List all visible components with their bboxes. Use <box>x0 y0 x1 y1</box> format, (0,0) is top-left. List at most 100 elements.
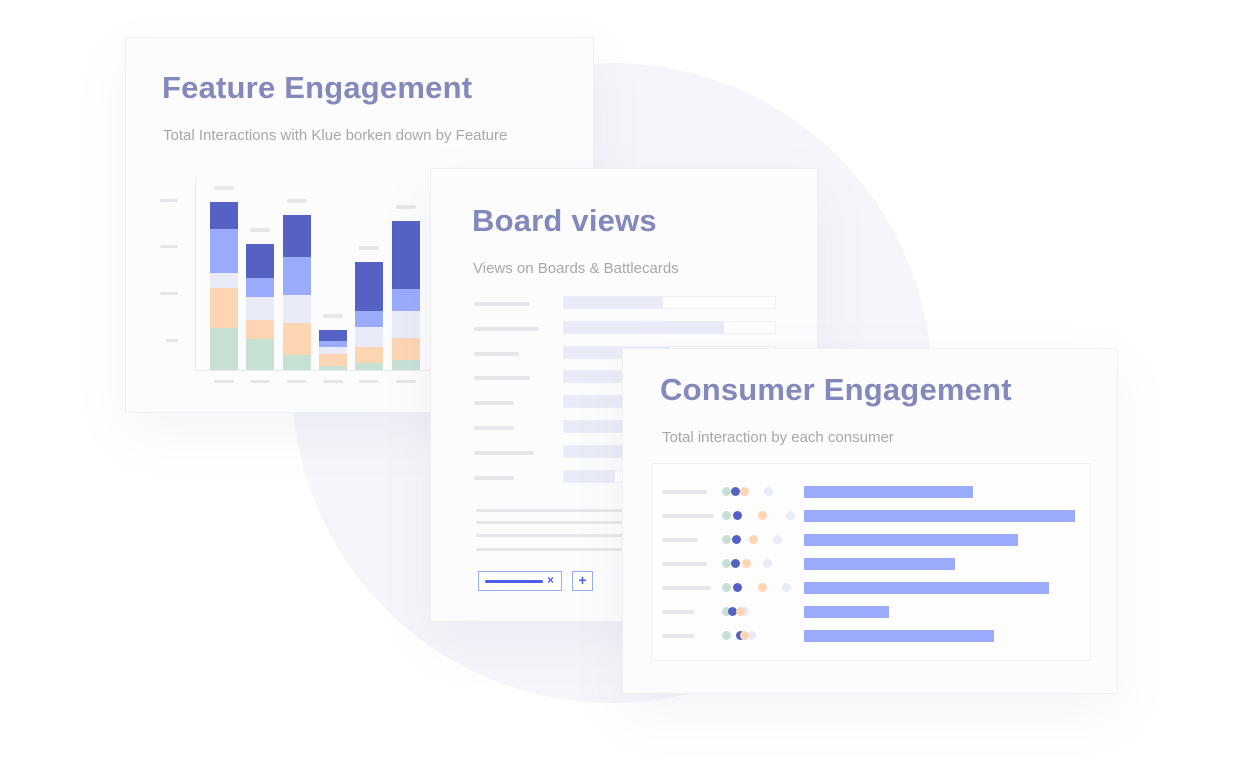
progress-fill <box>564 421 670 432</box>
bar-segment-pale <box>391 311 420 338</box>
dot-pale <box>786 511 795 520</box>
consumer-name <box>662 586 711 590</box>
bar-segment-dark <box>318 330 347 341</box>
dot-green <box>722 583 731 592</box>
text-line <box>476 534 626 537</box>
consumer-name <box>662 490 707 494</box>
bar-segment-light <box>318 341 347 347</box>
dot-pale <box>764 487 773 496</box>
dot-dark <box>732 535 741 544</box>
bar-segment-dark <box>210 202 238 229</box>
text-line <box>476 521 626 524</box>
consumer-engagement-card: Consumer Engagement Total interaction by… <box>622 348 1118 694</box>
progress-fill <box>564 321 725 333</box>
consumer-bar <box>804 510 1075 522</box>
bar-segment-green <box>318 366 347 370</box>
progress-fill <box>564 470 615 482</box>
bar-value-label <box>322 314 343 318</box>
dot-pale <box>763 559 772 568</box>
bar-segment-peach <box>318 354 347 366</box>
card-subtitle: Total interaction by each consumer <box>662 429 894 446</box>
dot-peach <box>740 631 749 640</box>
row-label <box>474 376 530 381</box>
y-tick-label <box>160 245 178 248</box>
progress-fill <box>564 371 670 383</box>
dot-pale <box>747 631 756 640</box>
dot-pale <box>782 583 791 592</box>
row-label <box>474 351 519 356</box>
add-button[interactable]: + <box>572 571 593 591</box>
x-tick-label <box>359 380 380 383</box>
dot-peach <box>749 535 758 544</box>
bar-value-label <box>395 205 416 209</box>
dot-dark <box>733 511 742 520</box>
card-title: Board views <box>472 203 657 238</box>
y-tick-label <box>160 292 178 295</box>
progress-fill <box>564 297 664 308</box>
bar-segment-pale <box>318 347 347 354</box>
bar-value-label <box>214 186 234 190</box>
dot-green <box>722 511 731 520</box>
consumer-bar <box>804 486 973 498</box>
consumer-name <box>662 514 714 518</box>
x-tick-label <box>395 380 416 383</box>
progress-fill <box>564 346 670 358</box>
row-label <box>474 450 534 455</box>
bar-segment-pale <box>282 295 311 323</box>
bar-value-label <box>286 199 307 203</box>
bar-segment-dark <box>391 221 420 289</box>
row-label <box>474 401 514 406</box>
bar-segment-peach <box>282 323 311 355</box>
bar-segment-light <box>246 278 275 297</box>
dot-peach <box>758 511 767 520</box>
card-title: Consumer Engagement <box>660 372 1012 407</box>
row-label <box>474 326 539 331</box>
consumer-bar <box>804 582 1049 594</box>
consumer-name <box>662 610 694 614</box>
card-subtitle: Total Interactions with Klue borken down… <box>163 127 508 144</box>
text-line <box>476 548 626 551</box>
bar-segment-green <box>210 328 238 370</box>
bar-segment-light <box>355 311 384 327</box>
bar-segment-peach <box>355 347 384 363</box>
progress-fill <box>564 396 670 408</box>
y-axis <box>195 178 196 370</box>
progress-track <box>563 296 776 309</box>
consumer-bar <box>804 606 889 618</box>
dot-pale <box>773 535 782 544</box>
bar-segment-peach <box>246 320 275 339</box>
dot-green <box>722 559 731 568</box>
bar-segment-light <box>391 289 420 311</box>
bar-segment-light <box>282 257 311 295</box>
row-label <box>474 302 530 306</box>
y-tick-label <box>160 199 178 202</box>
bar-segment-pale <box>210 273 238 288</box>
card-title: Feature Engagement <box>162 70 473 105</box>
dot-dark <box>733 583 742 592</box>
text-line <box>476 509 626 512</box>
consumer-name <box>662 538 698 542</box>
plus-icon: + <box>578 572 587 588</box>
bar-value-label <box>250 228 271 232</box>
bar-segment-light <box>210 229 238 273</box>
row-label <box>474 475 514 480</box>
progress-track <box>563 320 776 334</box>
bar-segment-pale <box>355 327 384 347</box>
dot-green <box>722 607 731 616</box>
consumer-list <box>651 463 1091 661</box>
filter-chip[interactable]: × <box>478 571 562 591</box>
x-tick-label <box>214 380 234 383</box>
progress-fill <box>564 445 670 457</box>
dot-dark <box>728 607 737 616</box>
row-label <box>474 426 514 430</box>
bar-segment-dark <box>282 215 311 257</box>
dot-peach <box>736 607 745 616</box>
close-icon[interactable]: × <box>547 573 555 587</box>
bar-segment-green <box>391 360 420 370</box>
bar-segment-green <box>282 355 311 370</box>
bar-segment-pale <box>246 297 275 320</box>
dot-peach <box>740 487 749 496</box>
consumer-bar <box>804 534 1018 546</box>
bar-segment-peach <box>391 338 420 360</box>
dot-peach <box>742 559 751 568</box>
